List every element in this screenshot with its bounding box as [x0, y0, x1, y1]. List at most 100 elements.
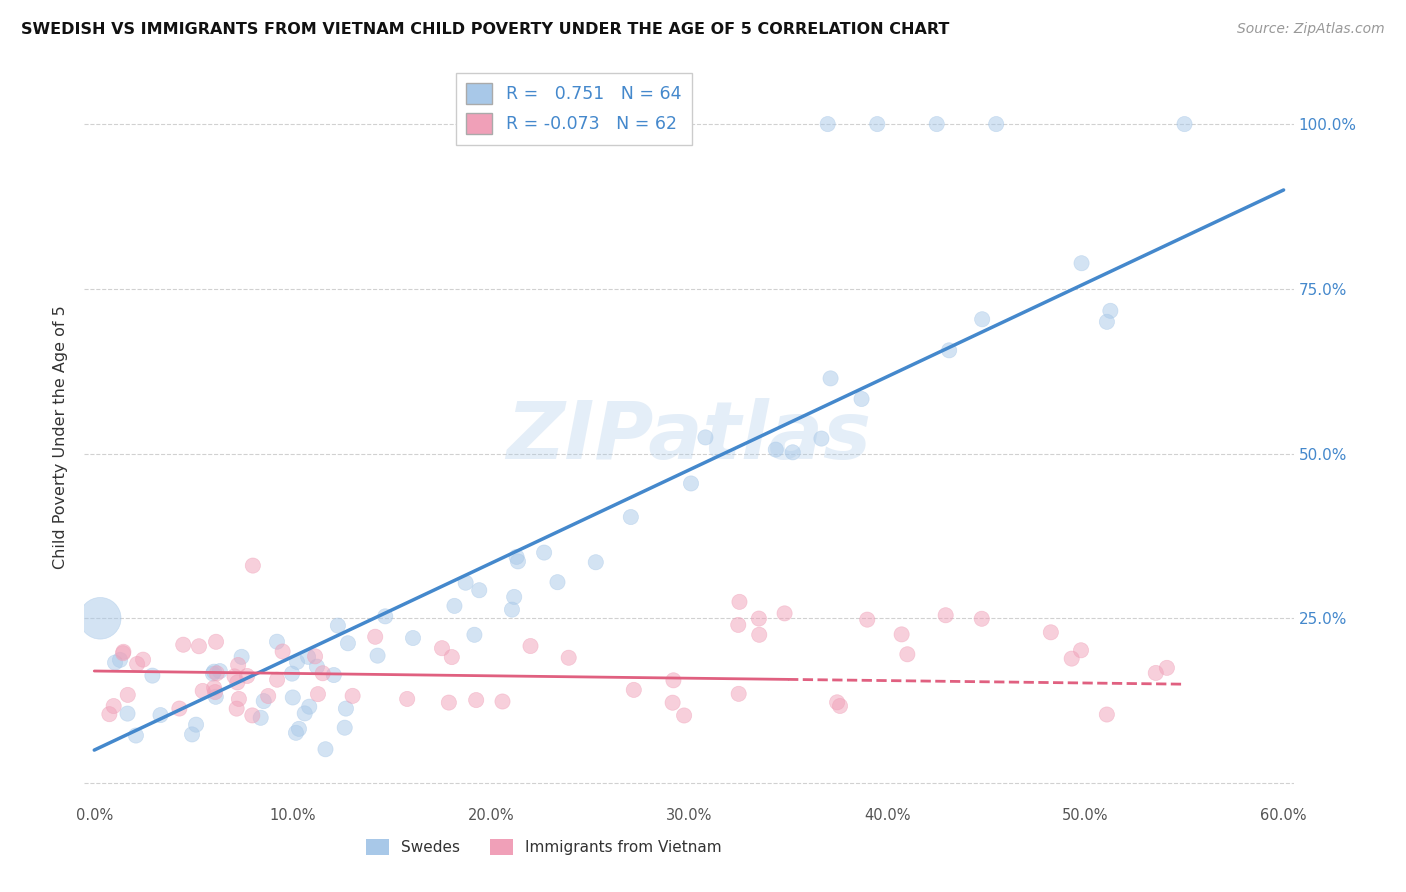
Point: [695, 430, 717, 444]
Point: [620, 510, 643, 524]
Point: [98, 707, 121, 722]
Point: [866, 117, 889, 131]
Point: [307, 687, 329, 701]
Point: [336, 636, 359, 650]
Point: [202, 665, 225, 679]
Point: [454, 575, 477, 590]
Point: [662, 673, 685, 688]
Point: [231, 649, 253, 664]
Point: [249, 711, 271, 725]
Point: [727, 618, 749, 632]
Point: [104, 656, 127, 670]
Point: [935, 608, 957, 623]
Point: [925, 117, 948, 131]
Point: [782, 445, 804, 459]
Point: [679, 476, 702, 491]
Point: [748, 628, 770, 642]
Point: [810, 432, 832, 446]
Point: [112, 646, 135, 660]
Y-axis label: Child Poverty Under the Age of 5: Child Poverty Under the Age of 5: [53, 305, 69, 569]
Point: [1060, 651, 1083, 665]
Point: [228, 692, 250, 706]
Point: [132, 653, 155, 667]
Point: [322, 668, 344, 682]
Point: [970, 612, 993, 626]
Legend: Swedes, Immigrants from Vietnam: Swedes, Immigrants from Vietnam: [360, 833, 728, 861]
Point: [181, 727, 204, 741]
Point: [149, 708, 172, 723]
Point: [236, 669, 259, 683]
Point: [298, 699, 321, 714]
Point: [430, 641, 453, 656]
Point: [748, 611, 770, 625]
Point: [294, 706, 316, 721]
Point: [1070, 643, 1092, 657]
Point: [188, 640, 211, 654]
Point: [1070, 256, 1092, 270]
Point: [851, 392, 873, 406]
Point: [204, 690, 226, 704]
Point: [202, 681, 225, 695]
Point: [208, 664, 231, 678]
Point: [402, 631, 425, 645]
Point: [271, 644, 294, 658]
Point: [312, 666, 335, 681]
Point: [986, 117, 1008, 131]
Point: [465, 693, 488, 707]
Point: [817, 117, 839, 131]
Point: [242, 558, 264, 573]
Point: [333, 721, 356, 735]
Point: [828, 698, 851, 713]
Text: SWEDISH VS IMMIGRANTS FROM VIETNAM CHILD POVERTY UNDER THE AGE OF 5 CORRELATION : SWEDISH VS IMMIGRANTS FROM VIETNAM CHILD…: [21, 22, 949, 37]
Point: [266, 673, 288, 687]
Point: [440, 650, 463, 665]
Point: [184, 717, 207, 731]
Point: [856, 613, 879, 627]
Point: [117, 688, 139, 702]
Point: [519, 639, 541, 653]
Point: [585, 555, 607, 569]
Point: [281, 666, 304, 681]
Point: [557, 650, 579, 665]
Point: [661, 696, 683, 710]
Point: [1095, 707, 1118, 722]
Point: [820, 371, 842, 385]
Point: [205, 666, 228, 681]
Point: [112, 645, 135, 659]
Point: [547, 575, 569, 590]
Point: [533, 545, 555, 559]
Point: [225, 701, 247, 715]
Point: [224, 669, 246, 683]
Point: [773, 607, 796, 621]
Point: [890, 627, 912, 641]
Point: [103, 699, 125, 714]
Point: [314, 742, 336, 756]
Point: [201, 666, 224, 681]
Point: [240, 708, 263, 723]
Point: [623, 682, 645, 697]
Point: [728, 595, 751, 609]
Point: [191, 684, 214, 698]
Text: ZIPatlas: ZIPatlas: [506, 398, 872, 476]
Point: [266, 634, 288, 648]
Point: [226, 675, 249, 690]
Point: [396, 692, 419, 706]
Point: [1099, 303, 1122, 318]
Point: [443, 599, 465, 613]
Point: [108, 653, 131, 667]
Point: [727, 687, 749, 701]
Point: [326, 618, 349, 632]
Point: [501, 602, 523, 616]
Point: [297, 649, 319, 664]
Point: [335, 701, 357, 715]
Point: [342, 689, 364, 703]
Point: [169, 701, 191, 715]
Point: [117, 706, 139, 721]
Point: [89, 611, 111, 625]
Text: Source: ZipAtlas.com: Source: ZipAtlas.com: [1237, 22, 1385, 37]
Point: [367, 648, 389, 663]
Point: [364, 630, 387, 644]
Point: [305, 659, 328, 673]
Point: [825, 695, 848, 709]
Point: [506, 554, 529, 568]
